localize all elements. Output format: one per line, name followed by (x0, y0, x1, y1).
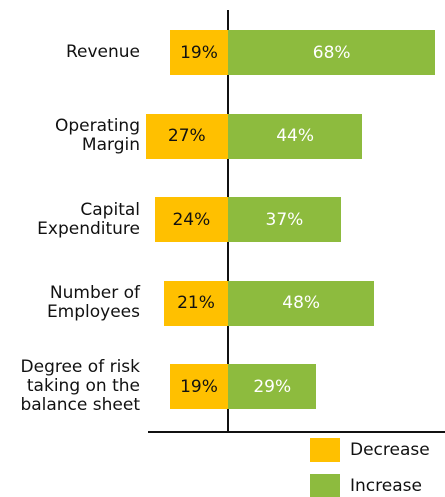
increase-bar: 37% (228, 197, 341, 242)
category-label: Number of Employees (46, 283, 140, 322)
decrease-bar: 19% (170, 364, 228, 409)
increase-bar: 68% (228, 30, 436, 75)
baseline (148, 431, 445, 433)
legend-swatch (310, 438, 340, 462)
increase-bar: 44% (228, 113, 363, 159)
category-label: Operating Margin (55, 116, 140, 155)
decrease-bar: 21% (163, 280, 228, 326)
decrease-bar: 24% (154, 197, 228, 242)
decrease-bar: 19% (170, 30, 228, 75)
legend-label: Decrease (350, 440, 430, 460)
category-label: Revenue (65, 42, 140, 62)
increase-bar: 29% (228, 364, 317, 409)
category-label: Degree of risk taking on the balance she… (20, 357, 140, 415)
category-label: Capital Expenditure (37, 199, 140, 239)
legend-label: Increase (350, 476, 422, 496)
legend-swatch (310, 474, 340, 497)
increase-bar: 48% (228, 280, 375, 326)
decrease-bar: 27% (145, 113, 228, 159)
